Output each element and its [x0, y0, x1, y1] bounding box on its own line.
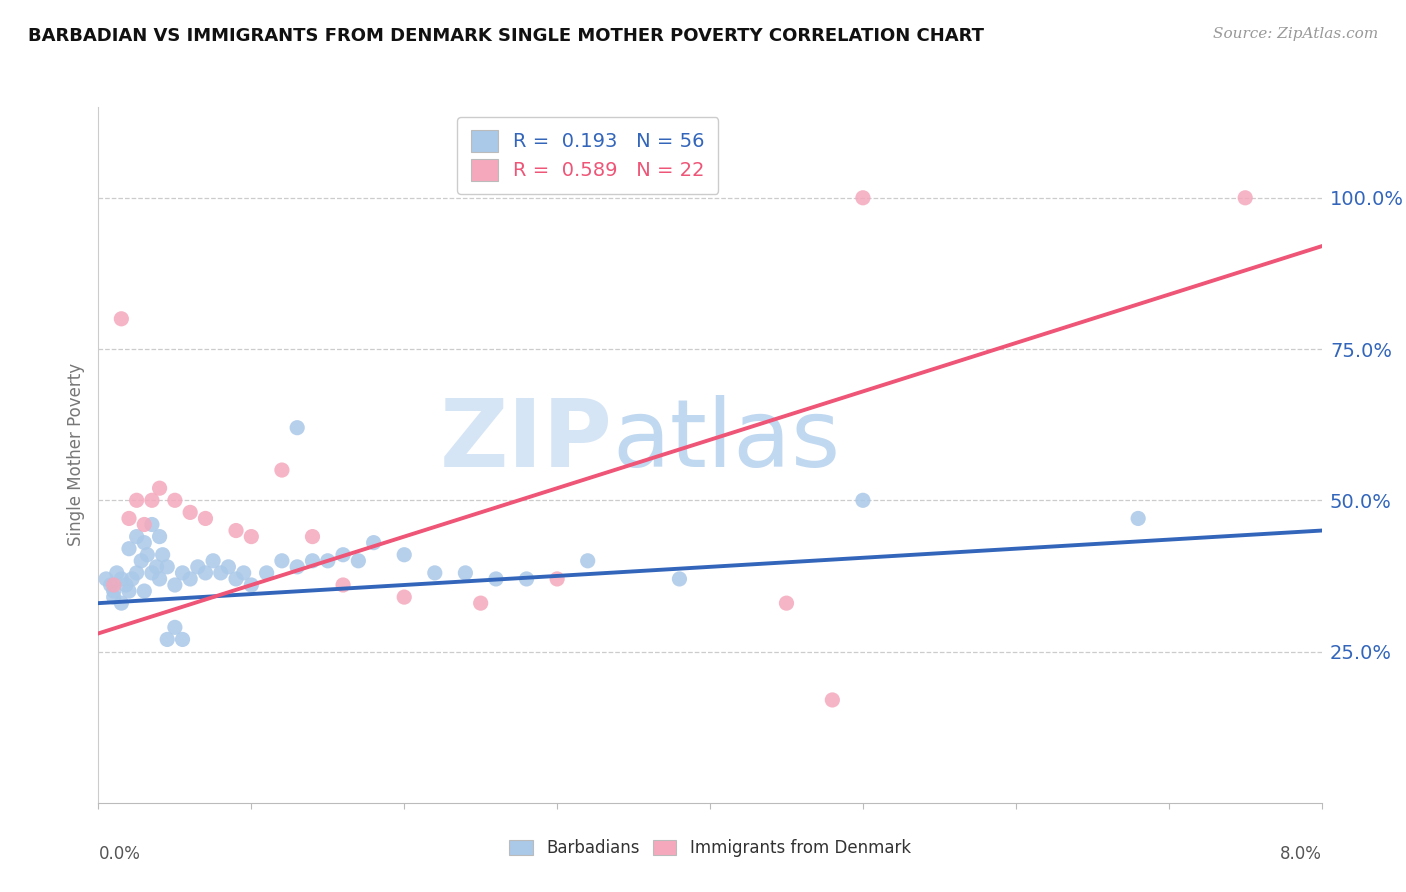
Point — [163, 620, 186, 634]
Point — [149, 481, 172, 495]
Point — [232, 566, 254, 580]
Point — [301, 530, 323, 544]
Point — [668, 572, 690, 586]
Point — [423, 566, 446, 580]
Point — [1128, 511, 1150, 525]
Point — [187, 559, 209, 574]
Legend: Barbadians, Immigrants from Denmark: Barbadians, Immigrants from Denmark — [503, 833, 917, 864]
Text: ZIP: ZIP — [439, 395, 612, 487]
Point — [156, 559, 179, 574]
Point — [392, 548, 416, 562]
Point — [179, 505, 201, 519]
Point — [141, 517, 163, 532]
Point — [110, 311, 132, 326]
Point — [136, 548, 159, 562]
Point — [152, 548, 174, 562]
Point — [172, 566, 194, 580]
Point — [270, 554, 294, 568]
Text: 8.0%: 8.0% — [1279, 845, 1322, 863]
Point — [125, 493, 148, 508]
Point — [821, 693, 844, 707]
Point — [225, 524, 247, 538]
Point — [103, 578, 125, 592]
Point — [515, 572, 537, 586]
Point — [103, 584, 125, 599]
Point — [301, 554, 323, 568]
Point — [125, 566, 148, 580]
Point — [94, 572, 117, 586]
Text: Source: ZipAtlas.com: Source: ZipAtlas.com — [1212, 27, 1378, 41]
Point — [285, 420, 308, 434]
Point — [115, 578, 138, 592]
Point — [145, 559, 167, 574]
Point — [149, 530, 172, 544]
Point — [270, 463, 294, 477]
Point — [775, 596, 797, 610]
Point — [105, 566, 128, 580]
Point — [332, 548, 354, 562]
Point — [240, 530, 263, 544]
Point — [118, 584, 141, 599]
Point — [125, 530, 148, 544]
Point — [546, 572, 568, 586]
Point — [118, 511, 141, 525]
Point — [110, 596, 132, 610]
Point — [316, 554, 339, 568]
Point — [347, 554, 370, 568]
Point — [121, 572, 143, 586]
Point — [118, 541, 141, 556]
Point — [103, 590, 125, 604]
Point — [134, 584, 156, 599]
Point — [209, 566, 232, 580]
Point — [1234, 191, 1257, 205]
Point — [217, 559, 239, 574]
Point — [194, 566, 217, 580]
Text: atlas: atlas — [612, 395, 841, 487]
Point — [129, 554, 152, 568]
Point — [852, 493, 875, 508]
Text: BARBADIAN VS IMMIGRANTS FROM DENMARK SINGLE MOTHER POVERTY CORRELATION CHART: BARBADIAN VS IMMIGRANTS FROM DENMARK SIN… — [28, 27, 984, 45]
Point — [240, 578, 263, 592]
Point — [134, 517, 156, 532]
Text: 0.0%: 0.0% — [98, 845, 141, 863]
Point — [141, 566, 163, 580]
Point — [179, 572, 201, 586]
Point — [576, 554, 599, 568]
Point — [202, 554, 225, 568]
Point — [363, 535, 385, 549]
Point — [285, 559, 308, 574]
Point — [110, 572, 132, 586]
Point — [454, 566, 477, 580]
Point — [100, 578, 122, 592]
Point — [332, 578, 354, 592]
Point — [194, 511, 217, 525]
Point — [156, 632, 179, 647]
Point — [141, 493, 163, 508]
Point — [225, 572, 247, 586]
Point — [485, 572, 508, 586]
Y-axis label: Single Mother Poverty: Single Mother Poverty — [66, 363, 84, 547]
Point — [163, 493, 186, 508]
Point — [172, 632, 194, 647]
Point — [163, 578, 186, 592]
Point — [149, 572, 172, 586]
Point — [470, 596, 492, 610]
Point — [134, 535, 156, 549]
Point — [256, 566, 278, 580]
Point — [852, 191, 875, 205]
Point — [392, 590, 416, 604]
